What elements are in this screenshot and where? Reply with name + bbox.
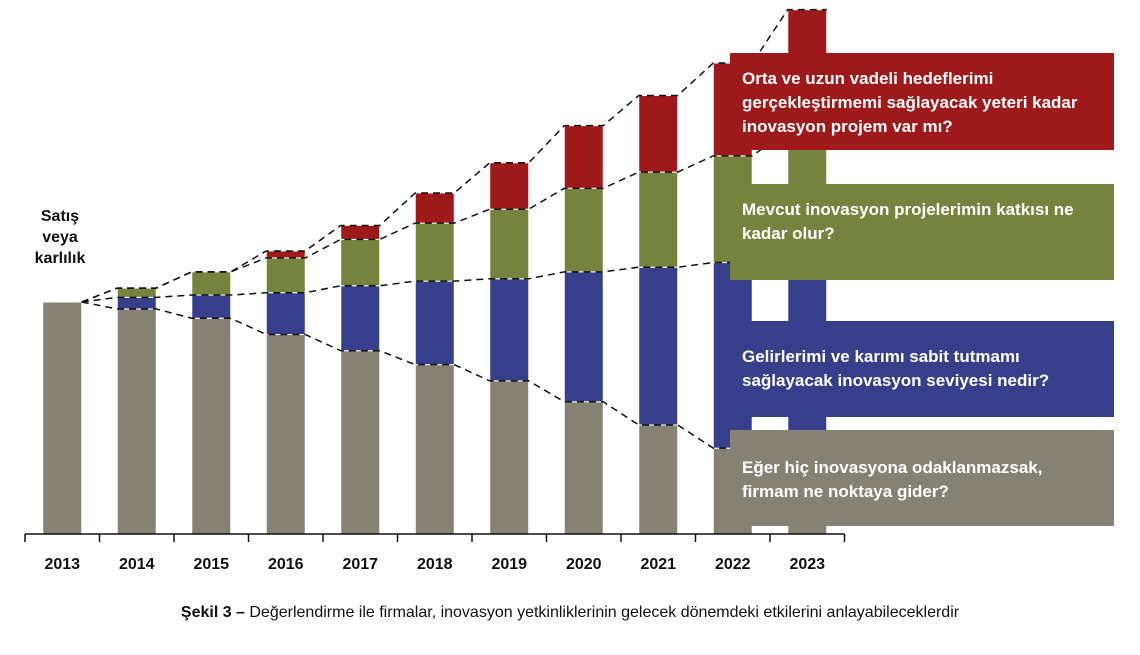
trend-line-blue	[81, 250, 827, 303]
bar-segment-blue-2016	[265, 292, 306, 335]
bar-segment-gray-2015	[191, 317, 232, 535]
bar-segment-blue-2020	[563, 271, 604, 403]
y-axis-label-line: veya	[42, 229, 78, 246]
bar-segment-blue-2018	[414, 280, 455, 366]
x-tick-label-2022: 2022	[715, 556, 751, 573]
bar-segment-gray-2013	[42, 301, 83, 535]
trend-line-gray	[81, 301, 827, 466]
bar-segment-red-2017	[340, 224, 381, 240]
x-tick-label-2013: 2013	[44, 556, 80, 573]
callout-blue-text: Gelirlerimi ve karımı sabit tutmamı sağl…	[742, 347, 1050, 390]
caption-label: Şekil 3 –	[180, 604, 245, 621]
trend-line-red	[81, 8, 827, 303]
x-tick-label-2023: 2023	[789, 556, 825, 573]
x-axis: 2013 2014 2015 2016 2017 2018 2019 2020 2021 2022…	[24, 533, 846, 573]
x-tick-label-2020: 2020	[566, 556, 602, 573]
callout-red: Orta ve uzun vadeli hedeflerimi gerçekle…	[730, 53, 1114, 150]
bar-segment-blue-2019	[489, 278, 530, 382]
y-axis-label-line: karlılık	[34, 250, 86, 267]
x-tick-label-2017: 2017	[342, 556, 378, 573]
callout-green: Mevcut inovasyon projelerimin katkısı ne…	[730, 184, 1114, 280]
x-tick-label-2019: 2019	[491, 556, 527, 573]
bar-segment-gray-2021	[638, 424, 679, 535]
y-axis-label-line: Satış	[40, 208, 80, 225]
bar-segment-gray-2018	[414, 364, 455, 535]
bar-segment-gray-2020	[563, 401, 604, 535]
x-tick-label-2014: 2014	[119, 556, 155, 573]
bar-segment-blue-2017	[340, 285, 381, 352]
y-axis-label: Satış veya karlılık	[18, 206, 102, 269]
bar-segment-blue-2014	[116, 296, 157, 310]
x-tick-label-2018: 2018	[417, 556, 453, 573]
bar-segment-green-2021	[638, 171, 679, 268]
callout-gray: Eğer hiç inovasyona odaklanmazsak, firma…	[730, 430, 1114, 526]
bar-segment-green-2014	[116, 287, 157, 298]
bar-segment-gray-2014	[116, 308, 157, 535]
bar-segment-red-2021	[638, 95, 679, 173]
bar-segment-green-2020	[563, 187, 604, 273]
bar-segment-red-2019	[489, 162, 530, 210]
bar-segment-gray-2016	[265, 333, 306, 535]
callout-blue: Gelirlerimi ve karımı sabit tutmamı sağl…	[730, 321, 1114, 417]
bar-segment-blue-2015	[191, 294, 232, 319]
bar-segment-red-2020	[563, 125, 604, 189]
bar-segment-red-2018	[414, 192, 455, 224]
bar-segment-gray-2019	[489, 380, 530, 535]
figure-caption: Şekil 3 – Değerlendirme ile firmalar, in…	[0, 604, 1140, 622]
bar-segment-green-2017	[340, 238, 381, 287]
trend-line-green	[81, 129, 827, 303]
x-tick-label-2015: 2015	[193, 556, 229, 573]
callout-green-text: Mevcut inovasyon projelerimin katkısı ne…	[742, 200, 1074, 243]
bar-segment-gray-2017	[340, 350, 381, 535]
bar-segment-green-2015	[191, 271, 232, 296]
callout-red-text: Orta ve uzun vadeli hedeflerimi gerçekle…	[742, 69, 1078, 136]
caption-text: Değerlendirme ile firmalar, inovasyon ye…	[244, 604, 960, 621]
x-tick-label-2021: 2021	[640, 556, 676, 573]
bar-segment-green-2018	[414, 222, 455, 282]
x-tick-label-2016: 2016	[268, 556, 304, 573]
bar-segment-green-2019	[489, 208, 530, 280]
bar-segment-red-2016	[265, 250, 306, 259]
trend-lines-layer	[81, 8, 827, 466]
bar-segment-blue-2021	[638, 266, 679, 426]
bar-segment-green-2016	[265, 257, 306, 294]
callout-gray-text: Eğer hiç inovasyona odaklanmazsak, firma…	[742, 458, 1043, 501]
bars-layer	[42, 9, 828, 535]
